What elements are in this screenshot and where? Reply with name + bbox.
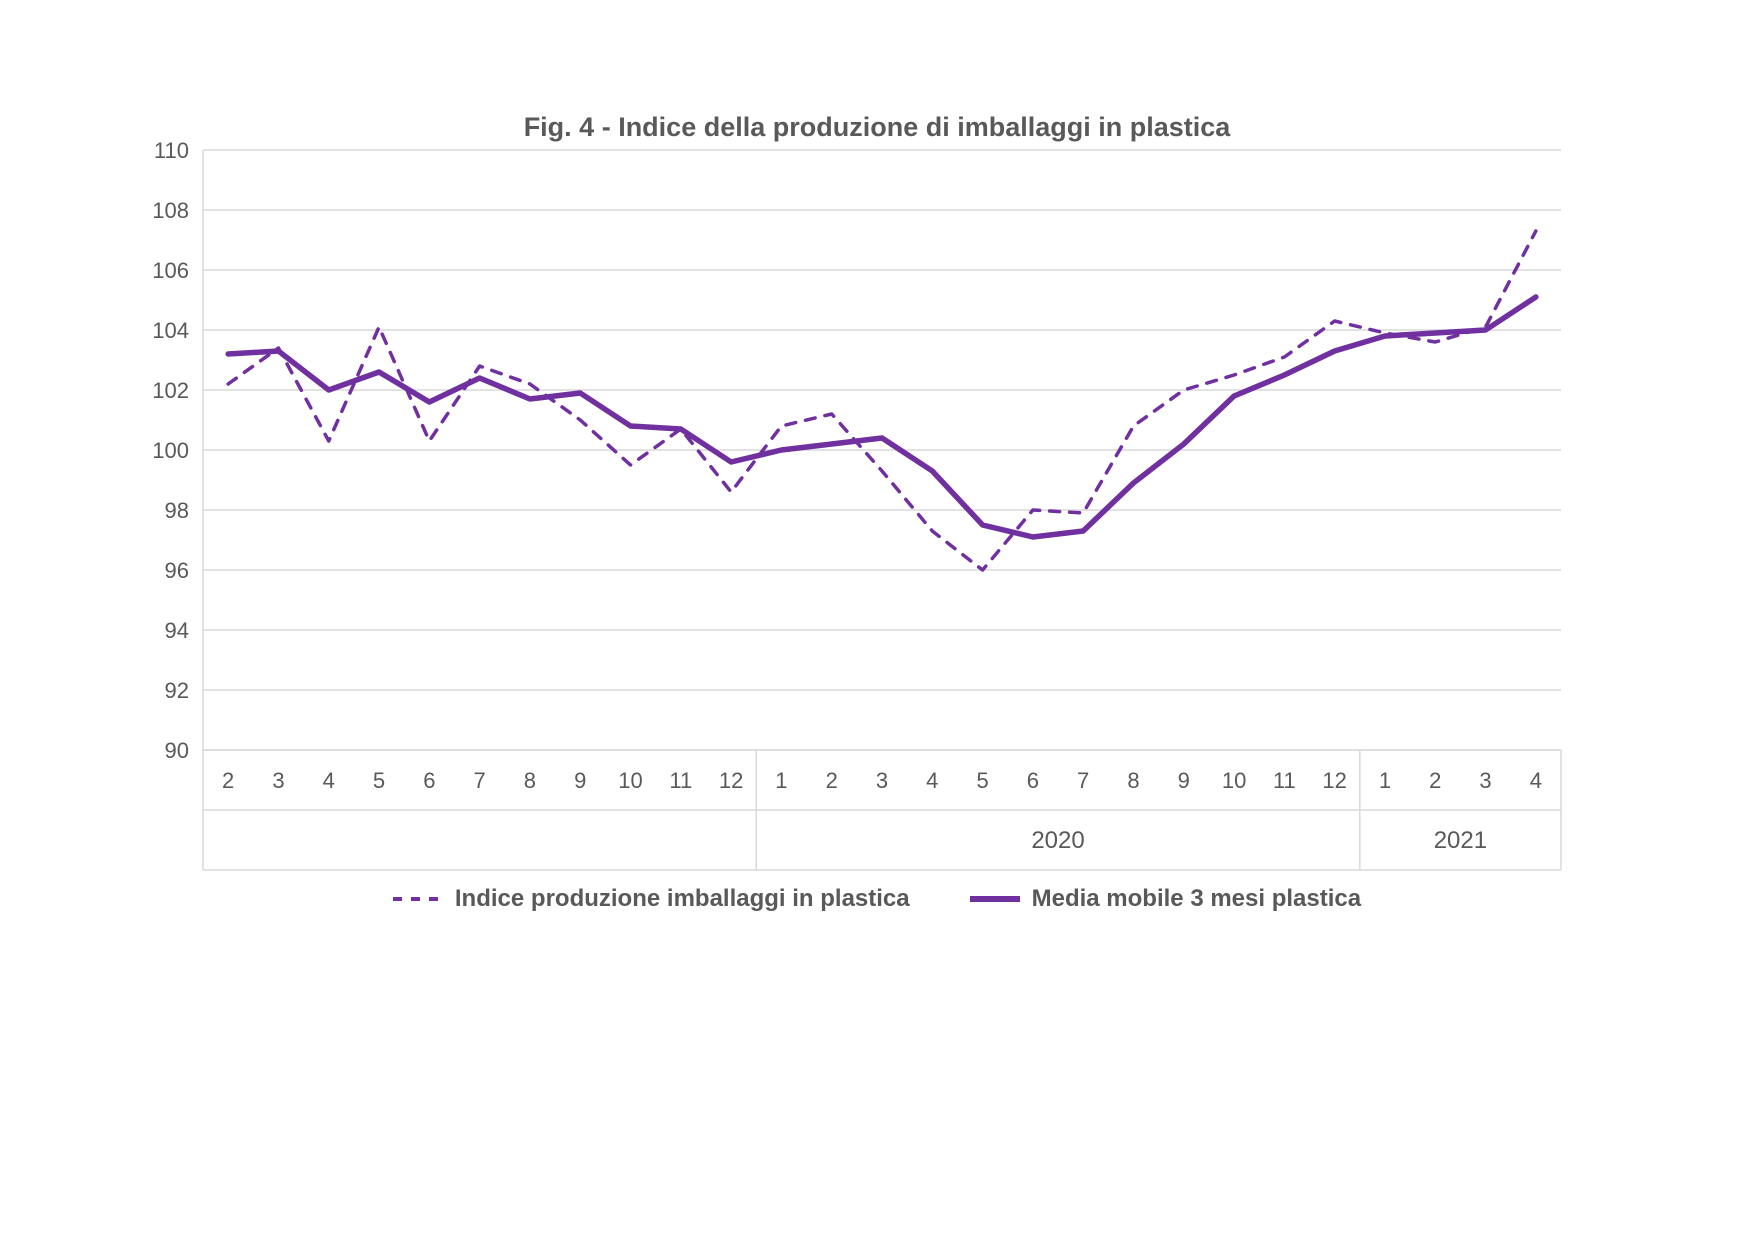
svg-text:104: 104 [152, 318, 189, 343]
svg-text:4: 4 [323, 768, 335, 793]
svg-text:1: 1 [775, 768, 787, 793]
svg-text:10: 10 [618, 768, 642, 793]
svg-text:94: 94 [165, 618, 189, 643]
svg-text:6: 6 [423, 768, 435, 793]
svg-text:3: 3 [1479, 768, 1491, 793]
svg-text:6: 6 [1027, 768, 1039, 793]
svg-text:90: 90 [165, 738, 189, 763]
svg-text:3: 3 [272, 768, 284, 793]
svg-text:12: 12 [1322, 768, 1346, 793]
svg-text:8: 8 [1127, 768, 1139, 793]
svg-text:5: 5 [976, 768, 988, 793]
legend-item: Media mobile 3 mesi plastica [970, 885, 1361, 913]
svg-text:7: 7 [474, 768, 486, 793]
svg-text:4: 4 [1530, 768, 1542, 793]
y-axis-ticks: 90 92 94 96 98 100 102 104 106 108 110 [152, 138, 189, 763]
svg-text:1: 1 [1379, 768, 1391, 793]
legend: Indice produzione imballaggi in plastica… [0, 885, 1754, 913]
svg-text:102: 102 [152, 378, 189, 403]
grid-lines [203, 150, 1561, 750]
svg-text:3: 3 [876, 768, 888, 793]
svg-text:106: 106 [152, 258, 189, 283]
svg-text:2021: 2021 [1434, 827, 1487, 854]
legend-label: Indice produzione imballaggi in plastica [455, 885, 910, 913]
svg-text:2020: 2020 [1031, 827, 1084, 854]
svg-text:9: 9 [574, 768, 586, 793]
svg-text:108: 108 [152, 198, 189, 223]
svg-text:98: 98 [165, 498, 189, 523]
svg-text:9: 9 [1178, 768, 1190, 793]
svg-text:8: 8 [524, 768, 536, 793]
svg-text:5: 5 [373, 768, 385, 793]
svg-text:2: 2 [222, 768, 234, 793]
svg-text:4: 4 [926, 768, 938, 793]
svg-text:10: 10 [1222, 768, 1246, 793]
svg-text:2: 2 [1429, 768, 1441, 793]
line-chart: 9092949698100102104106108110 23456789101… [0, 0, 1754, 1240]
svg-text:110: 110 [154, 138, 189, 163]
legend-item: Indice produzione imballaggi in plastica [393, 885, 910, 913]
svg-text:92: 92 [165, 678, 189, 703]
legend-label: Media mobile 3 mesi plastica [1032, 885, 1361, 913]
svg-text:100: 100 [152, 438, 189, 463]
svg-text:11: 11 [669, 768, 692, 793]
chart-container: Fig. 4 - Indice della produzione di imba… [0, 0, 1754, 1240]
series-lines [228, 231, 1536, 570]
svg-text:96: 96 [165, 558, 189, 583]
svg-text:2: 2 [826, 768, 838, 793]
svg-text:11: 11 [1273, 768, 1296, 793]
svg-text:7: 7 [1077, 768, 1089, 793]
x-axis-ticks: 2345678910111212345678910111212342020202… [222, 768, 1542, 854]
svg-text:12: 12 [719, 768, 743, 793]
